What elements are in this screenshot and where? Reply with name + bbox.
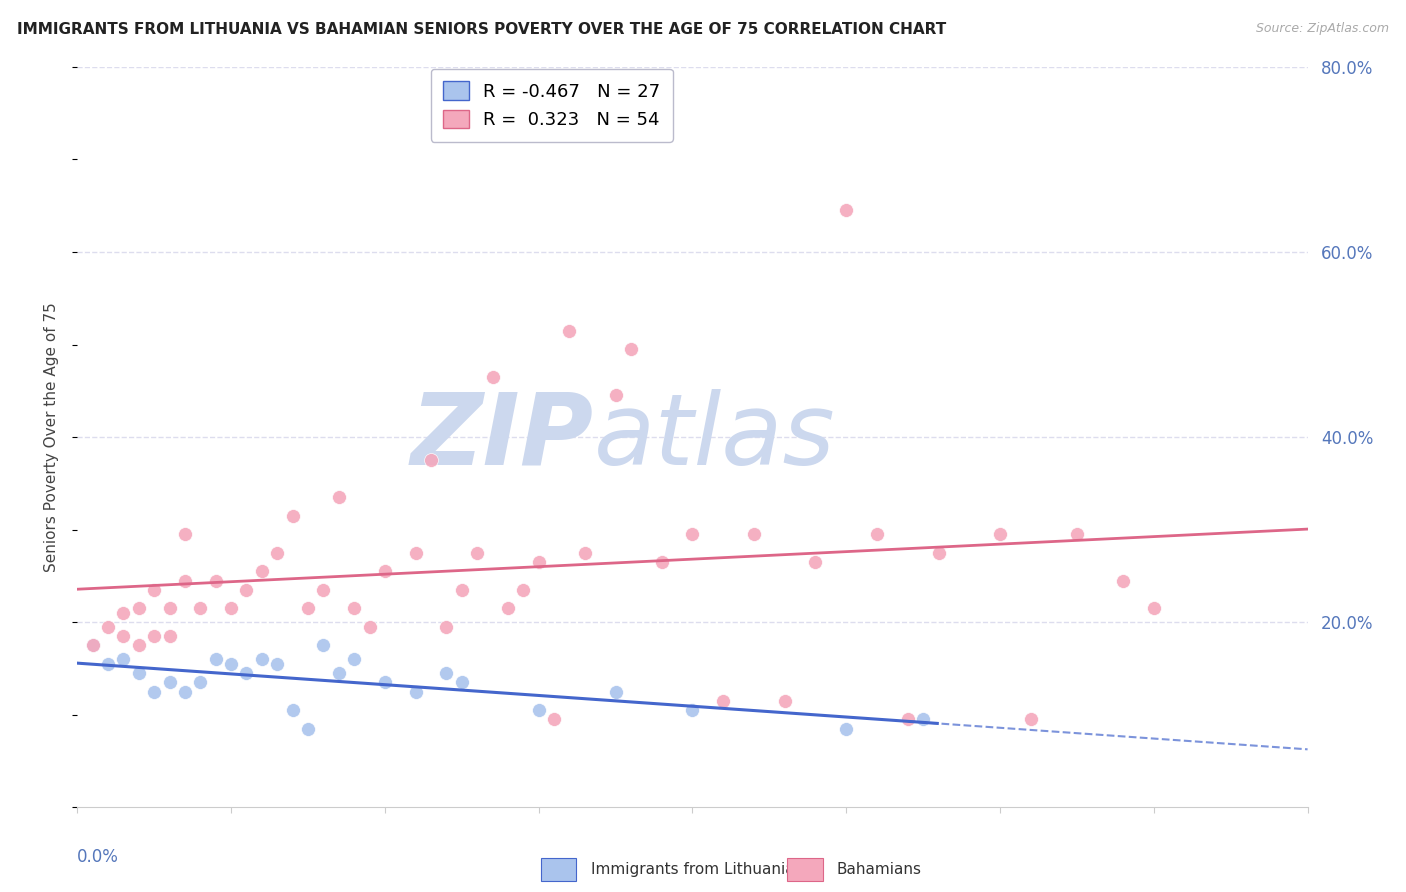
Point (605, 684, 627, 698)
Point (159, 675, 181, 690)
Point (204, 652, 226, 666)
Point (1066, 527, 1088, 541)
Y-axis label: Seniors Poverty Over the Age of 75: Seniors Poverty Over the Age of 75 (44, 302, 59, 572)
Point (450, 675, 472, 690)
Point (866, 527, 889, 541)
Point (835, 722, 858, 736)
Point (250, 564, 273, 578)
Point (112, 629, 135, 643)
Point (143, 582, 166, 597)
Point (620, 342, 643, 356)
Text: atlas: atlas (595, 389, 835, 485)
Point (405, 546, 427, 560)
Point (343, 601, 366, 615)
Point (343, 652, 366, 666)
Point (97, 620, 120, 634)
Point (543, 712, 565, 726)
Point (711, 694, 734, 708)
Point (281, 508, 304, 523)
Point (1143, 601, 1166, 615)
Point (682, 703, 704, 717)
Point (897, 712, 920, 726)
Point (250, 652, 273, 666)
Point (219, 657, 242, 671)
Point (312, 582, 335, 597)
Point (82, 638, 104, 652)
Point (405, 684, 427, 698)
Point (328, 490, 350, 504)
Point (204, 574, 226, 588)
Text: Bahamians: Bahamians (837, 863, 921, 877)
Point (143, 684, 166, 698)
Point (374, 564, 396, 578)
Point (481, 370, 503, 384)
Point (651, 555, 673, 569)
Point (928, 546, 950, 560)
Point (174, 574, 197, 588)
Text: 0.0%: 0.0% (77, 848, 120, 866)
Point (235, 666, 257, 681)
Point (742, 527, 765, 541)
Point (1112, 574, 1135, 588)
Point (605, 388, 627, 402)
Text: ZIP: ZIP (411, 389, 595, 485)
Point (496, 601, 519, 615)
Point (912, 712, 935, 726)
Point (527, 555, 550, 569)
Point (450, 582, 472, 597)
Point (1019, 712, 1042, 726)
Point (682, 527, 704, 541)
Point (143, 629, 166, 643)
Point (112, 652, 135, 666)
Point (97, 657, 120, 671)
Point (174, 684, 197, 698)
Point (359, 620, 381, 634)
Point (128, 666, 150, 681)
Point (574, 546, 596, 560)
Point (190, 601, 212, 615)
Point (328, 666, 350, 681)
Point (527, 703, 550, 717)
Point (112, 606, 135, 620)
Text: IMMIGRANTS FROM LITHUANIA VS BAHAMIAN SENIORS POVERTY OVER THE AGE OF 75 CORRELA: IMMIGRANTS FROM LITHUANIA VS BAHAMIAN SE… (17, 22, 946, 37)
Point (266, 657, 288, 671)
Point (436, 666, 458, 681)
Point (128, 638, 150, 652)
Point (804, 555, 827, 569)
Point (374, 675, 396, 690)
Point (312, 638, 335, 652)
Point (159, 601, 181, 615)
Point (128, 601, 150, 615)
Point (82, 638, 104, 652)
Point (281, 703, 304, 717)
Point (512, 582, 534, 597)
Legend: R = -0.467   N = 27, R =  0.323   N = 54: R = -0.467 N = 27, R = 0.323 N = 54 (430, 69, 673, 142)
Point (174, 527, 197, 541)
Point (159, 629, 181, 643)
Point (219, 601, 242, 615)
Text: Source: ZipAtlas.com: Source: ZipAtlas.com (1256, 22, 1389, 36)
Point (420, 453, 443, 467)
Point (465, 546, 488, 560)
Point (835, 203, 858, 218)
Point (190, 675, 212, 690)
Point (297, 601, 319, 615)
Point (235, 582, 257, 597)
Point (558, 324, 581, 338)
Point (436, 620, 458, 634)
Point (773, 694, 796, 708)
Point (266, 546, 288, 560)
Text: Immigrants from Lithuania: Immigrants from Lithuania (591, 863, 794, 877)
Point (297, 722, 319, 736)
Point (988, 527, 1011, 541)
